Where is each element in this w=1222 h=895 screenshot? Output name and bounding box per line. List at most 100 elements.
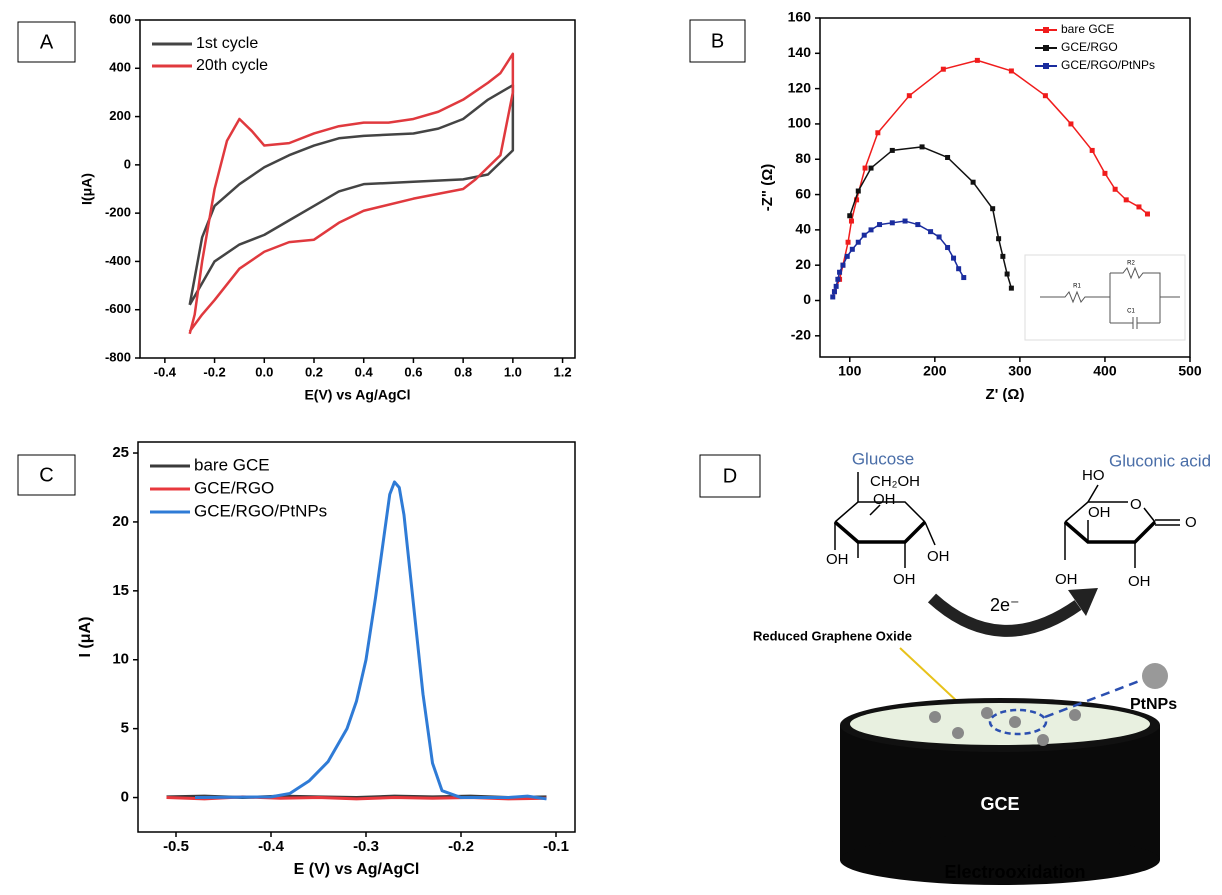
marker [951,255,957,261]
marker [831,289,837,295]
plot-frame [819,17,1191,358]
marker [945,154,951,160]
legend-label: GCE/RGO [194,478,274,497]
glucose-structure [833,472,936,568]
marker [1136,204,1142,210]
caption: Electrooxidation [944,862,1085,882]
x-tick-label: -0.1 [543,838,569,855]
chem-group: O [1185,514,1197,531]
legend-marker [1043,27,1049,33]
y-tick-label: 60 [795,185,811,201]
panel-label: D [723,465,737,487]
marker [940,66,946,72]
y-tick-label: -200 [105,205,131,220]
chem-group: OH [927,548,950,565]
reaction-diagram: D Glucose Gluconic acid CH₂OH OH OH OH O… [699,449,1211,885]
y-tick-label: 10 [112,651,129,668]
marker [854,197,860,203]
reactant-name: Glucose [852,449,914,468]
y-tick-label: 20 [795,256,811,272]
chem-group: CH₂OH [870,473,920,490]
panel-label-box [17,21,76,63]
x-axis-label: E(V) vs Ag/AgCl [304,387,410,403]
panel-label-box [699,454,761,498]
marker [1144,211,1150,217]
chem-group: OH [1088,504,1111,521]
marker [847,213,853,219]
marker [974,57,980,63]
x-tick-label: 0.8 [454,364,472,379]
y-tick-label: 600 [109,11,131,26]
marker [1042,93,1048,99]
x-tick-label: 0.4 [355,364,374,379]
chem-group: OH [893,571,916,588]
marker [919,144,925,150]
y-tick-label: -400 [105,253,131,268]
marker [830,294,836,300]
plot-frame [137,441,576,833]
x-tick-label: -0.2 [203,364,225,379]
legend-label: bare GCE [1061,22,1114,36]
panel-label-box [17,454,76,496]
y-tick-label: 5 [121,720,129,737]
plot-frame [139,19,576,359]
marker [902,218,908,224]
y-tick-label: 200 [109,108,131,123]
x-tick-label: 0.6 [404,364,422,379]
particle-icon [1142,663,1168,689]
y-tick-label: 40 [795,221,811,237]
marker [862,165,868,171]
y-tick-label: 25 [112,444,129,461]
y-tick-label: 0 [124,156,131,171]
marker [945,245,951,251]
marker [837,269,843,275]
marker [996,236,1002,242]
y-tick-label: -20 [791,327,811,343]
series-line [188,83,515,306]
highlight [988,708,1048,736]
x-axis-label: Z' (Ω) [986,386,1025,403]
series-line [832,220,965,298]
x-tick-label: -0.4 [154,364,177,379]
y-tick-label: 400 [109,60,131,75]
legend-label: 20th cycle [196,57,268,74]
y-axis-label: I (μA) [77,617,94,658]
electrode-surface [850,703,1150,745]
chem-group: OH [1055,571,1078,588]
y-tick-label: 100 [788,115,812,131]
marker [861,232,867,238]
marker [961,275,967,281]
series-line [194,480,547,801]
chem-group: OH [826,551,849,568]
x-tick-label: -0.5 [163,838,189,855]
marker [835,276,841,282]
electron-label: 2e⁻ [990,595,1020,615]
x-tick-label: -0.4 [258,838,285,855]
chem-group: O [1130,496,1142,513]
marker [1112,186,1118,192]
marker [844,253,850,259]
gluconic-structure [1063,484,1180,568]
marker [889,147,895,153]
y-tick-label: 140 [788,44,812,60]
legend-marker [1043,63,1049,69]
x-tick-label: 400 [1093,363,1117,379]
series-line [849,146,1013,289]
series-line [188,52,515,335]
marker [848,218,854,224]
legend-label: GCE/RGO [1061,40,1118,54]
x-tick-label: 200 [923,363,947,379]
marker [849,246,855,252]
marker [956,266,962,272]
y-tick-label: 80 [795,150,811,166]
chem-group: OH [1128,573,1151,590]
marker [990,206,996,212]
marker [877,222,883,228]
y-axis-label: I(μA) [79,173,95,205]
legend-label: bare GCE [194,455,270,474]
x-tick-label: 100 [838,363,862,379]
y-tick-label: -600 [105,301,131,316]
y-tick-label: 15 [112,582,129,599]
x-tick-label: 500 [1178,363,1202,379]
